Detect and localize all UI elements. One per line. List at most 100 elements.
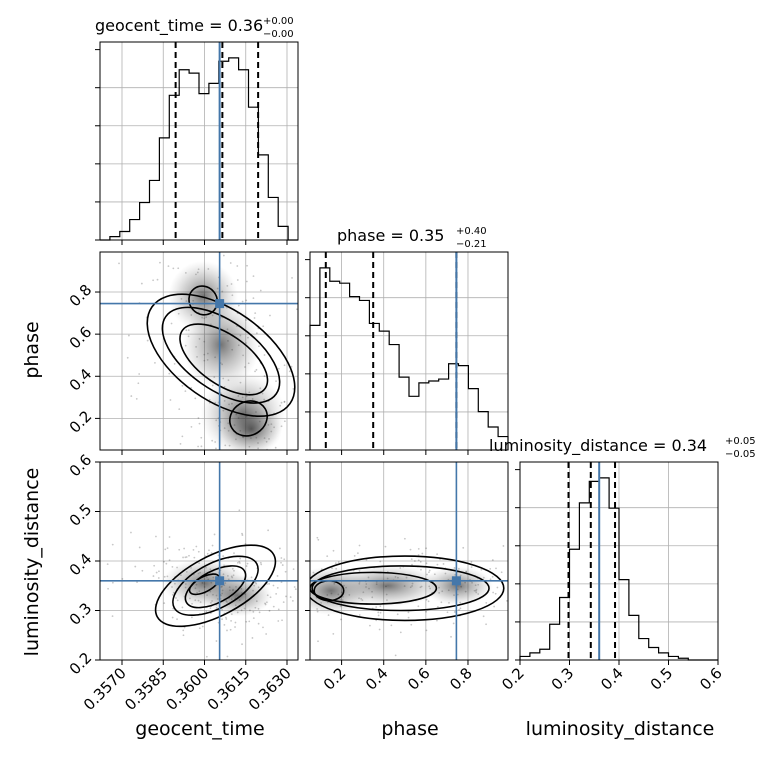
sample-point <box>470 566 473 569</box>
sample-point <box>203 234 205 236</box>
sample-point <box>313 469 315 471</box>
sample-point <box>353 554 356 557</box>
sample-point <box>210 552 213 554</box>
sample-point <box>215 640 218 642</box>
sample-point <box>356 443 358 445</box>
panel-frame <box>309 251 509 451</box>
sample-point <box>211 471 213 473</box>
sample-point <box>289 596 292 598</box>
sample-point <box>269 314 271 317</box>
sample-point <box>417 554 420 556</box>
sample-point <box>252 275 255 278</box>
sample-point <box>284 570 287 573</box>
sample-point <box>107 587 109 590</box>
sample-point <box>111 543 114 546</box>
sample-point <box>340 618 342 621</box>
sample-point <box>238 509 241 512</box>
sample-point <box>183 547 186 550</box>
sample-point <box>252 297 255 300</box>
sample-point <box>215 222 217 224</box>
sample-point <box>290 557 292 559</box>
sample-point <box>411 563 413 566</box>
sample-point <box>193 232 195 234</box>
sample-point <box>428 569 431 572</box>
sample-point <box>299 632 301 634</box>
sample-point <box>534 594 536 596</box>
sample-point <box>254 312 257 315</box>
contour-0 <box>154 544 277 628</box>
sample-point <box>163 560 165 563</box>
sample-point <box>190 386 193 389</box>
sample-point <box>262 626 264 629</box>
sample-point <box>245 280 248 283</box>
sample-point <box>229 262 232 264</box>
ytick-label-luminosity_distance-3: 0.5 <box>66 500 96 530</box>
sample-point <box>89 590 91 592</box>
sample-point <box>182 556 184 559</box>
sample-point <box>137 382 140 385</box>
sample-point <box>358 614 361 616</box>
sample-point <box>263 375 266 377</box>
sample-point <box>271 618 273 620</box>
sample-point <box>191 616 193 619</box>
sample-point <box>280 557 283 559</box>
sample-point <box>306 545 308 547</box>
sample-point <box>317 538 320 541</box>
sample-point <box>254 370 256 373</box>
ytick-label-phase-0: 0.2 <box>66 407 96 437</box>
sample-point <box>294 601 296 603</box>
sample-point <box>290 460 292 462</box>
sample-point <box>168 372 171 375</box>
truth-marker <box>215 576 225 586</box>
sample-point <box>181 606 184 609</box>
sample-point <box>529 541 531 543</box>
sample-point <box>241 643 243 646</box>
sample-point <box>134 565 137 568</box>
sample-point <box>156 491 158 493</box>
sample-point <box>425 629 428 632</box>
sample-point <box>182 236 184 238</box>
sample-point <box>294 536 296 538</box>
sample-point <box>453 611 456 613</box>
title-geocent-time-minus: −0.00 <box>263 29 294 40</box>
sample-point <box>260 563 263 566</box>
sample-point <box>291 599 294 602</box>
sample-point <box>470 561 473 563</box>
sample-point <box>337 561 340 563</box>
contour-2 <box>179 323 269 396</box>
sample-point <box>534 599 536 601</box>
sample-point <box>121 578 124 580</box>
sample-point <box>373 662 375 664</box>
sample-point <box>283 400 286 403</box>
sample-point <box>182 629 185 632</box>
sample-point <box>185 556 188 558</box>
sample-point <box>170 322 173 325</box>
sample-point <box>172 267 175 270</box>
sample-point <box>299 566 301 568</box>
sample-point <box>409 548 412 551</box>
sample-point <box>194 477 196 479</box>
truth-marker <box>451 576 461 586</box>
sample-point <box>173 362 176 365</box>
contour-2 <box>184 565 247 609</box>
sample-point <box>311 414 313 416</box>
sample-point <box>262 325 265 328</box>
sample-point <box>181 384 184 387</box>
sample-point <box>292 568 295 571</box>
sample-point <box>305 558 307 560</box>
sample-point <box>246 264 248 267</box>
sample-point <box>526 590 528 592</box>
contour-1 <box>311 565 490 612</box>
sample-point <box>158 570 160 573</box>
sample-point <box>275 456 277 458</box>
sample-point <box>268 609 271 612</box>
sample-point <box>251 236 253 238</box>
sample-point <box>425 610 427 613</box>
sample-point <box>226 655 229 658</box>
sample-point <box>215 504 217 506</box>
sample-point <box>289 640 291 642</box>
sample-point <box>184 390 187 393</box>
sample-point <box>321 415 323 417</box>
histogram-luminosity_distance <box>519 477 718 661</box>
sample-point <box>321 337 323 339</box>
